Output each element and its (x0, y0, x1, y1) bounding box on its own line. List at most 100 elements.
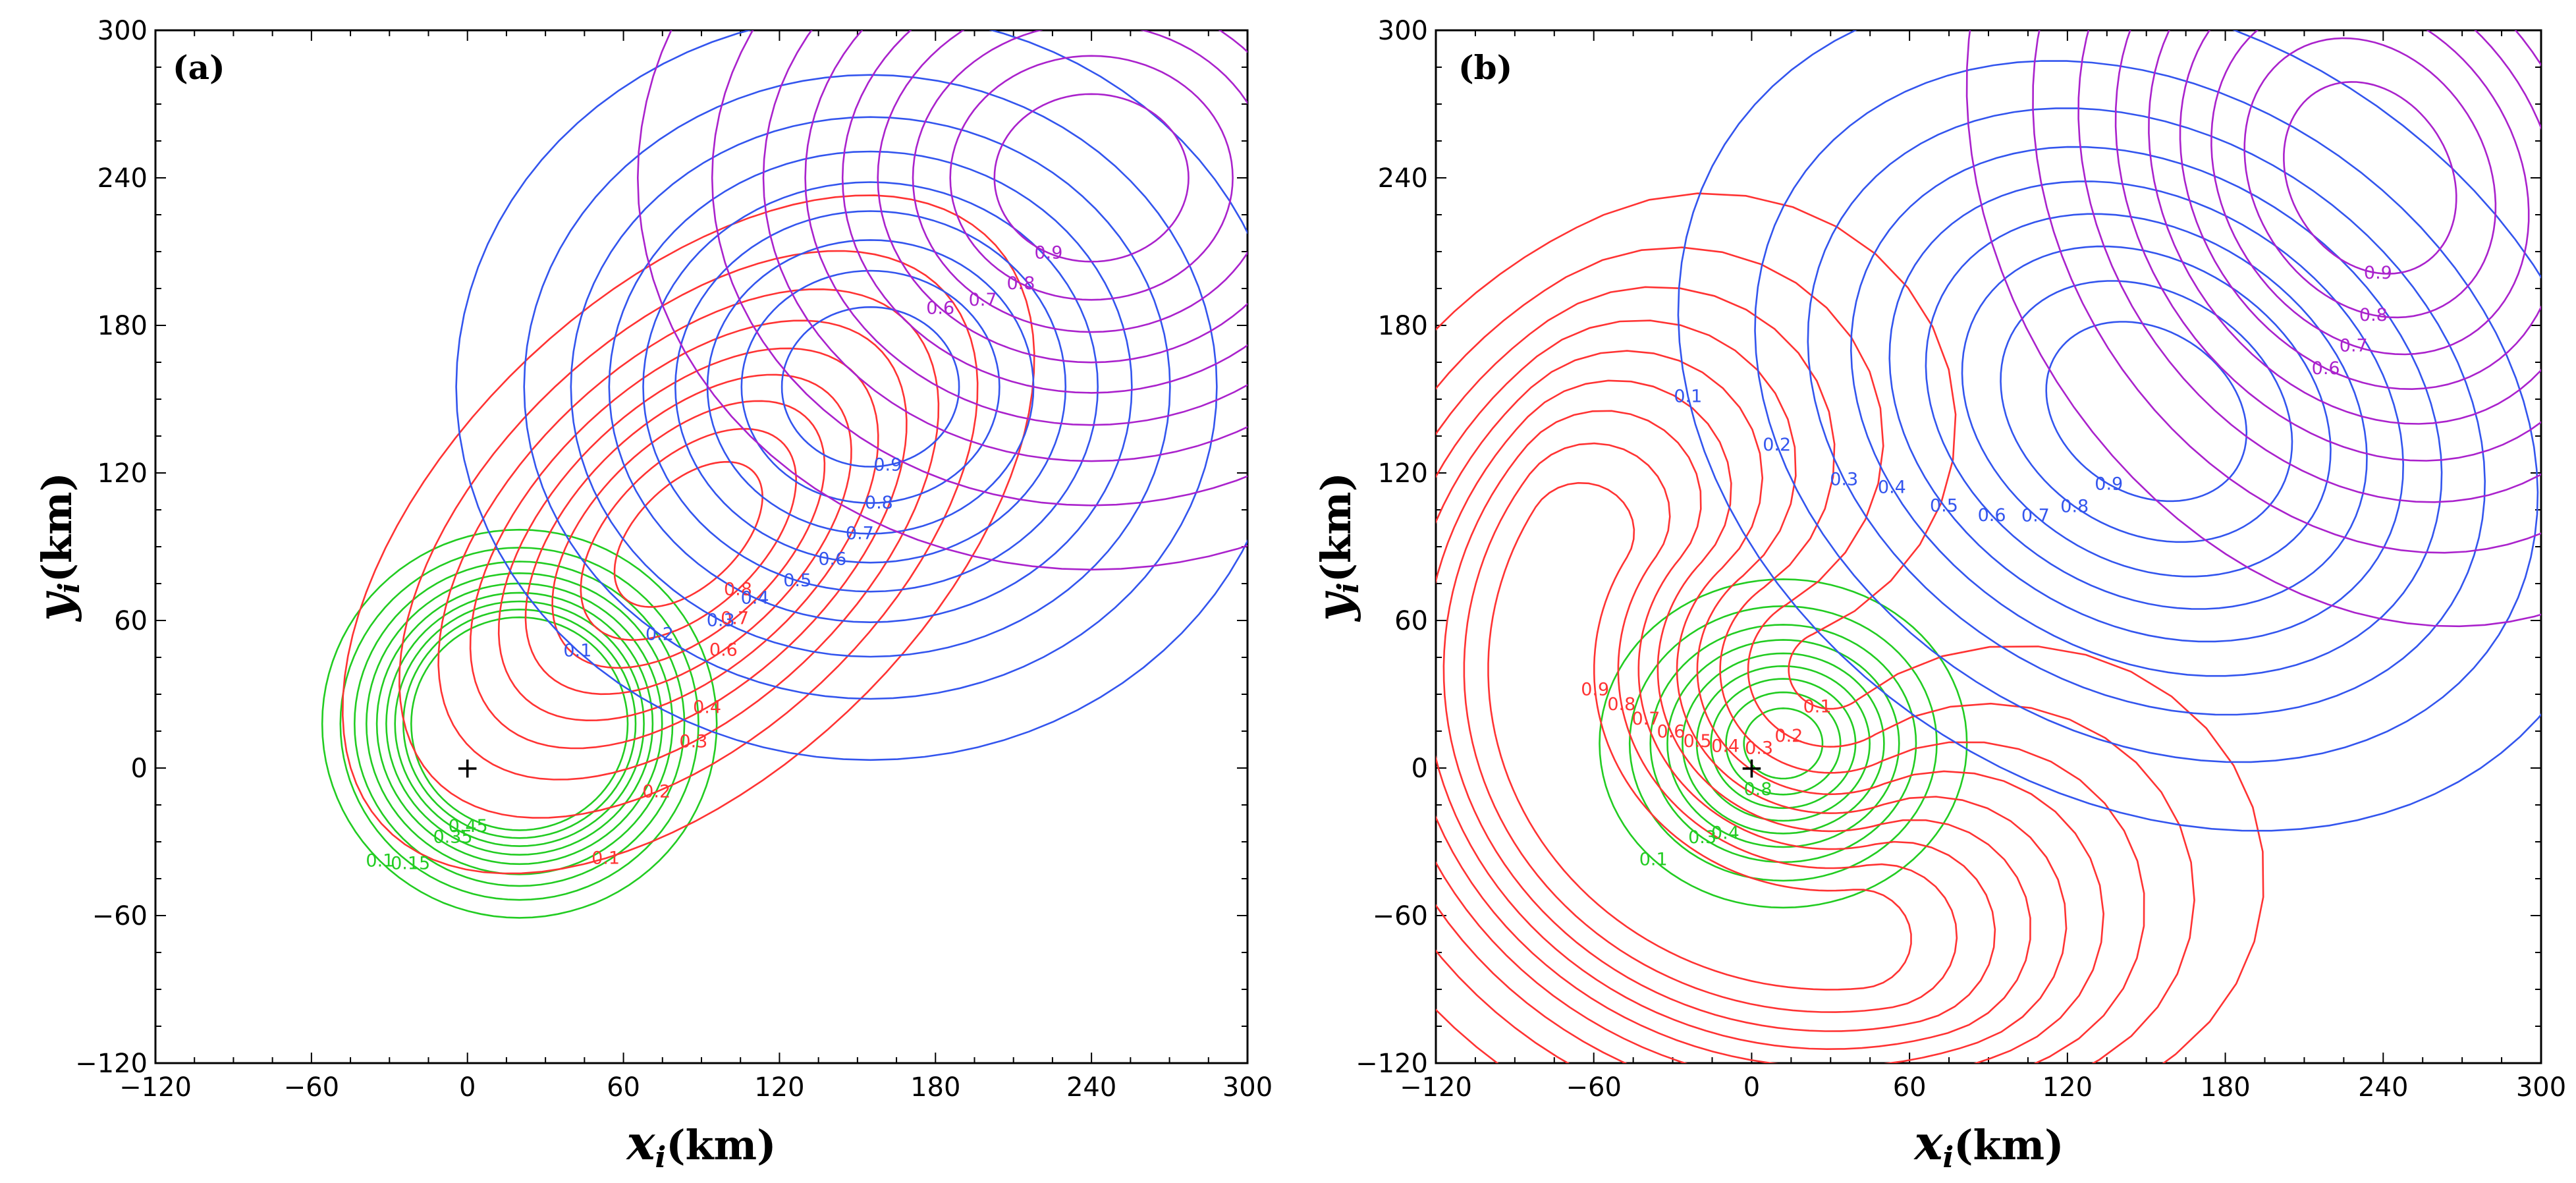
blue-contour-line (570, 116, 1171, 658)
panel-b: −120 −60 0 60 120 180 240 300 −120 −60 0 60 120 180 24… (1305, 16, 2566, 1174)
blue-contour-line (1961, 245, 2332, 578)
x-tick-label: 60 (607, 1072, 640, 1103)
red-contour-label: 0.1 (591, 848, 620, 868)
purple-contour-line (2148, 30, 2541, 425)
red-contour-label: 0.2 (642, 782, 671, 802)
purple-contour-line (711, 30, 1247, 507)
blue-contour-line (1677, 30, 2541, 832)
panel-a-contours (321, 30, 1247, 919)
purple-contour-label: 0.6 (926, 298, 954, 319)
blue-contour-label: 0.2 (1763, 435, 1791, 455)
green-contour-line (1725, 691, 1842, 796)
blue-contour-line (2000, 280, 2293, 543)
panel-a-ticks: −120 −60 0 60 120 180 240 300 −120 −60 0 60 120 180 24… (75, 16, 1273, 1103)
y-tick-label: 240 (1378, 163, 1428, 194)
green-contour-line (394, 600, 645, 847)
red-contour-line (1436, 246, 2195, 1063)
purple-contour-line (949, 55, 1234, 301)
red-contour-line (524, 373, 852, 696)
y-tick-label: −120 (75, 1049, 148, 1079)
x-tick-label: −60 (1566, 1072, 1622, 1103)
y-tick-label: −60 (92, 901, 148, 931)
blue-contour-line (2045, 321, 2248, 503)
red-contour-label: 0.7 (1632, 709, 1660, 729)
x-tick-label: 180 (2200, 1072, 2250, 1103)
y-tick-label: −120 (1356, 1049, 1428, 1079)
red-contour-label: 0.7 (721, 608, 749, 628)
green-contour-label: 0.3 (1688, 827, 1716, 848)
y-tick-label: 300 (1378, 16, 1428, 46)
panel-a-origin-marker: + (455, 752, 480, 785)
panel-a-ylabel-var: y (26, 591, 82, 622)
red-contour-line (551, 400, 826, 669)
blue-contour-line (1807, 107, 2486, 716)
x-tick-label: 180 (910, 1072, 960, 1103)
green-contour-line (375, 582, 663, 866)
purple-contour-line (2210, 30, 2530, 356)
blue-contour-label: 0.1 (563, 640, 591, 661)
blue-contour-label: 0.8 (2060, 496, 2089, 516)
red-contour-label: 0.8 (724, 580, 752, 600)
panel-a-frame (154, 29, 1249, 1064)
blue-contour-label: 0.6 (818, 549, 846, 570)
red-contour-label: 0.9 (1581, 680, 1609, 700)
y-tick-label: 120 (97, 458, 148, 489)
panel-a-ylabel-sub: i (53, 582, 86, 593)
panel-b-ylabel-sub: i (1332, 582, 1365, 593)
red-contour-line (437, 288, 940, 781)
green-contour-line (1628, 605, 1938, 882)
purple-contour-line (2283, 81, 2457, 275)
red-contour-line (1463, 442, 1958, 1013)
panel-b-ylabel: yi(km) (1305, 472, 1365, 622)
panel-b-xlabel: xi(km) (1913, 1114, 2064, 1174)
purple-contour-line (2114, 30, 2541, 462)
x-tick-label: 120 (2042, 1072, 2093, 1103)
x-tick-label: −60 (284, 1072, 339, 1103)
blue-contour-line (1850, 146, 2443, 677)
blue-contour-line (1754, 60, 2539, 763)
panel-a-xlabel-unit: (km) (666, 1121, 776, 1169)
red-contour-label: 0.8 (1607, 694, 1635, 715)
purple-contour-line (993, 93, 1190, 263)
blue-contour-label: 0.4 (741, 588, 769, 608)
red-contour-line (469, 319, 908, 750)
red-contour-label: 0.6 (709, 640, 738, 661)
panel-a-ylabel: yi(km) (26, 472, 86, 622)
purple-contour-line (636, 30, 1247, 571)
red-contour-line (1436, 350, 2068, 1063)
blue-contour-line (674, 210, 1067, 564)
x-tick-label: 240 (2358, 1072, 2408, 1103)
y-tick-label: 180 (1378, 311, 1428, 341)
y-tick-label: 240 (97, 163, 148, 194)
panel-b-xlabel-unit: (km) (1954, 1121, 2064, 1169)
green-contour-line (365, 572, 674, 875)
blue-contour-label: 0.7 (2021, 506, 2050, 526)
purple-contour-label: 0.9 (2364, 263, 2392, 283)
purple-contour-label: 0.8 (1006, 273, 1035, 294)
blue-contour-line (523, 74, 1218, 700)
purple-contour-line (1965, 30, 2541, 628)
panel-b-contour-labels: 0.10.30.40.80.10.20.30.40.50.60.70.80.90… (1581, 263, 2392, 869)
x-tick-label: 60 (1893, 1072, 1927, 1103)
green-contour-line (402, 608, 637, 839)
green-contour-label: 0.1 (366, 851, 394, 871)
red-contour-label: 0.5 (1684, 731, 1712, 752)
blue-contour-label: 0.4 (1878, 478, 1906, 498)
green-contour-label: 0.45 (449, 816, 488, 837)
panel-a-xlabel-var: x (626, 1114, 656, 1170)
x-tick-label: 300 (1222, 1072, 1273, 1103)
green-contour-line (1695, 665, 1871, 822)
green-contour-line (410, 616, 629, 831)
purple-contour-line (877, 30, 1247, 364)
blue-contour-line (455, 30, 1247, 761)
green-contour-line (1599, 578, 1968, 909)
panel-a-ylabel-unit: (km) (33, 472, 81, 582)
purple-contour-line (2243, 37, 2497, 319)
red-contour-line (1436, 192, 2264, 1063)
panel-b-ticks: −120 −60 0 60 120 180 240 300 −120 −60 0 60 120 180 24… (1356, 16, 2566, 1103)
panel-b-ylabel-var: y (1305, 591, 1361, 622)
blue-contour-label: 0.6 (1978, 505, 2006, 526)
blue-contour-line (1888, 180, 2405, 643)
purple-contour-label: 0.8 (2359, 305, 2388, 325)
blue-contour-label: 0.3 (1830, 469, 1858, 489)
